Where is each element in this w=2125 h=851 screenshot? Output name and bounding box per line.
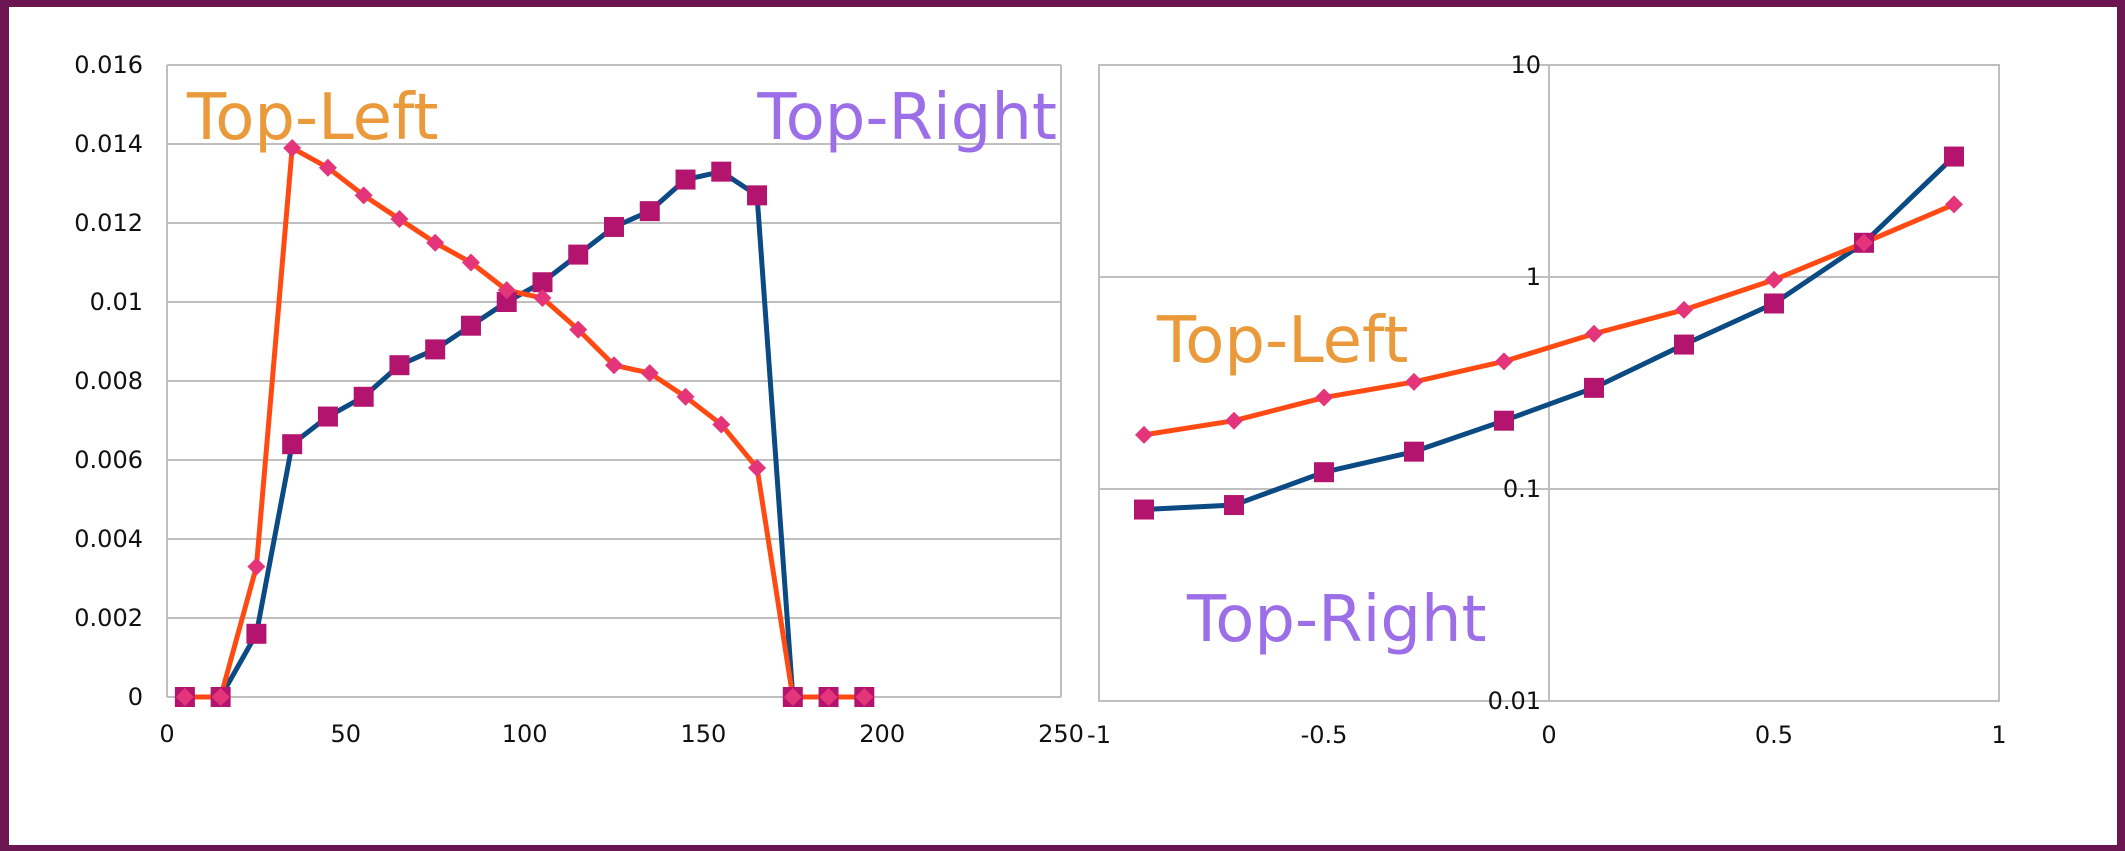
chart1-point-square	[568, 244, 589, 265]
chart2-x-tick-label: 1	[1991, 721, 2006, 749]
chart1-point-diamond	[211, 688, 230, 706]
chart1-series-line	[184, 145, 865, 700]
chart2-point-diamond	[1675, 300, 1693, 319]
chart2-point-diamond	[1225, 411, 1243, 430]
chart1-point-diamond	[748, 458, 767, 477]
chart1-point-diamond	[497, 281, 516, 300]
chart1-point-diamond	[533, 289, 552, 308]
chart2-point-square	[1314, 462, 1334, 483]
chart1-point-square	[675, 169, 696, 190]
chart2-y-tick-label: 0.1	[1503, 475, 1541, 503]
chart1-label-top-left: Top-Left	[186, 81, 439, 155]
chart1-x-tick-label: 200	[859, 720, 905, 748]
chart2-x-tick-label: -1	[1087, 721, 1111, 749]
chart2-point-diamond	[1765, 270, 1783, 289]
chart1-point-square	[604, 216, 624, 237]
chart1-point-square	[639, 201, 660, 222]
chart-frame: 0 0.002 0.004 0.006 0.008 0.01 0.012 0.014 0.016…	[9, 7, 2117, 845]
chart2-point-diamond	[1405, 372, 1423, 391]
chart2-series-line	[1143, 202, 1955, 438]
chart1-point-square	[496, 292, 517, 312]
chart1-point-diamond	[605, 356, 623, 375]
chart1-point-diamond	[676, 387, 695, 406]
chart2-label-top-right: Top-Right	[1186, 583, 1487, 657]
chart1-y-tick-label: 0.004	[74, 525, 143, 553]
chart1-x-tick-label: 50	[331, 720, 362, 748]
chart2-point-square	[1404, 441, 1424, 462]
charts-svg: 0 0.002 0.004 0.006 0.008 0.01 0.012 0.014 0.016…	[74, 51, 2006, 749]
chart2-point-square	[1674, 334, 1694, 355]
chart2-label-top-left: Top-Left	[1156, 304, 1409, 378]
chart2-y-tick-label: 10	[1510, 51, 1541, 79]
chart1-point-square	[353, 386, 374, 407]
chart2-point-square	[1494, 410, 1514, 431]
chart2-point-diamond	[1495, 352, 1513, 371]
chart2-point-square	[1584, 377, 1604, 398]
chart1-point-diamond	[247, 557, 266, 576]
chart1-point-diamond	[354, 186, 373, 205]
chart1-y-tick-label: 0.014	[74, 130, 143, 158]
chart1-y-tick-label: 0.006	[74, 446, 143, 474]
chart1-point-diamond	[283, 138, 302, 157]
chart1-point-diamond	[855, 688, 874, 706]
chart1-label-top-right: Top-Right	[756, 81, 1057, 155]
chart2-point-diamond	[1315, 388, 1333, 407]
chart2-point-diamond	[1945, 195, 1963, 214]
chart2-point-diamond	[1855, 233, 1873, 252]
chart1-point-square	[389, 355, 410, 376]
chart2-y-tick-label: 1	[1526, 263, 1541, 291]
chart2-point-square	[1224, 495, 1244, 516]
chart1-point-diamond	[819, 688, 838, 706]
chart2-y-tick-label: 0.01	[1488, 687, 1541, 715]
chart1-point-diamond	[712, 415, 731, 434]
chart1-point-square	[246, 623, 267, 644]
chart1-y-tick-label: 0.012	[74, 209, 143, 237]
chart1-x-tick-label: 0	[159, 720, 174, 748]
chart1-y-tick-label: 0.01	[90, 288, 143, 316]
chart1-point-diamond	[426, 233, 445, 252]
chart1-y-tick-label: 0.016	[74, 51, 143, 79]
chart1-x-tick-label: 150	[680, 720, 726, 748]
chart1-point-square	[317, 406, 338, 427]
chart1-point-square	[747, 185, 768, 206]
chart1-point-diamond	[640, 364, 659, 383]
chart1-x-tick-label: 100	[502, 720, 548, 748]
chart2-x-tick-label: 0	[1541, 721, 1556, 749]
chart1-y-tick-label: 0.002	[74, 604, 143, 632]
chart1-x-tick-label: 250	[1038, 720, 1084, 748]
chart1-point-square	[460, 315, 481, 336]
chart2-point-square	[1134, 499, 1154, 520]
chart2-x-tick-label: 0.5	[1755, 721, 1793, 749]
chart1-point-diamond	[175, 688, 194, 706]
chart2-point-square	[1764, 293, 1784, 314]
chart2-point-square	[1944, 146, 1964, 167]
chart1-point-diamond	[390, 210, 409, 229]
chart1-y-tick-label: 0.008	[74, 367, 143, 395]
chart2-x-tick-label: -0.5	[1301, 721, 1348, 749]
chart1-point-square	[282, 434, 303, 455]
chart1-point-diamond	[783, 688, 802, 706]
chart2-point-diamond	[1135, 425, 1153, 444]
chart1-point-square	[425, 339, 446, 360]
chart1-point-square	[711, 161, 732, 182]
chart2-point-diamond	[1585, 324, 1603, 343]
chart1-point-diamond	[569, 320, 588, 339]
chart1-point-diamond	[318, 158, 337, 177]
chart2-series-line	[1143, 154, 1956, 513]
chart1-point-diamond	[461, 253, 480, 272]
chart1-y-tick-label: 0	[128, 683, 143, 711]
chart1-point-square	[532, 272, 553, 293]
